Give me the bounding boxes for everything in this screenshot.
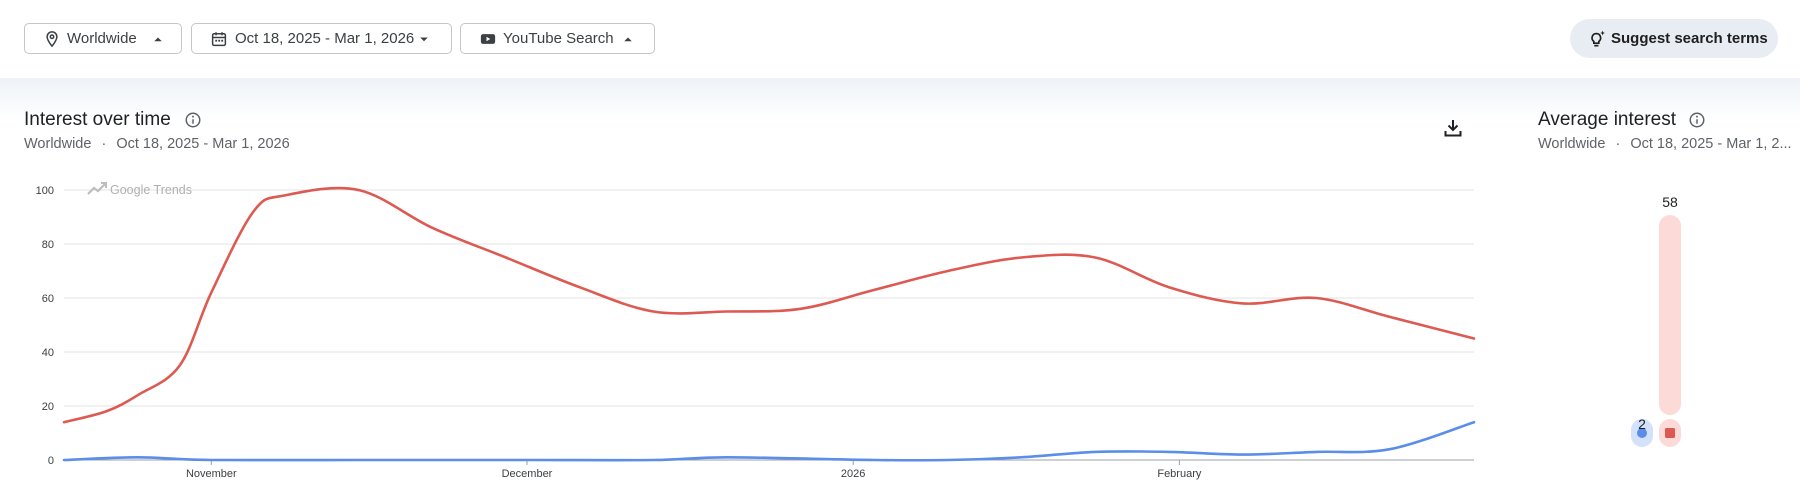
average-interest-title: Average interest: [1538, 109, 1677, 130]
subtitle-dates: Oct 18, 2025 - Mar 1, 2...: [1630, 136, 1792, 152]
info-icon[interactable]: [1688, 111, 1706, 129]
location-pin-icon: [46, 31, 58, 48]
lightbulb-sparkle-icon: [1591, 30, 1605, 47]
interest-subtitle: Worldwide · Oct 18, 2025 - Mar 1, 2026: [24, 136, 290, 152]
caret-up-icon: [154, 37, 162, 42]
section-divider-band: [0, 78, 1800, 120]
bar-red: [1659, 215, 1681, 415]
caret-up-icon: [624, 37, 632, 42]
caret-down-icon: [420, 37, 428, 42]
bar-value-label: 2: [1638, 416, 1646, 432]
youtube-icon: [480, 34, 496, 44]
date-range-filter[interactable]: Oct 18, 2025 - Mar 1, 2026: [191, 23, 452, 54]
trend-arrow-head: [101, 182, 107, 188]
trend-arrow-icon: [87, 183, 106, 195]
average-subtitle: Worldwide · Oct 18, 2025 - Mar 1, 2...: [1538, 136, 1792, 152]
subtitle-region: Worldwide: [24, 136, 92, 152]
date-range-label: Oct 18, 2025 - Mar 1, 2026: [235, 30, 415, 47]
y-tick-label: 0: [48, 455, 54, 467]
info-icon[interactable]: [184, 111, 202, 129]
y-tick-label: 40: [42, 347, 54, 359]
y-tick-label: 100: [36, 185, 54, 197]
region-filter[interactable]: Worldwide: [24, 23, 182, 54]
series-line-red: [62, 186, 1476, 424]
series-marker-circle: [1637, 428, 1647, 438]
subtitle-dates: Oct 18, 2025 - Mar 1, 2026: [116, 136, 290, 152]
x-tick-label: 2026: [841, 468, 865, 480]
y-tick-label: 80: [42, 239, 54, 251]
x-tick-label: February: [1157, 468, 1202, 480]
suggest-search-terms-button[interactable]: Suggest search terms: [1570, 19, 1778, 58]
series-line-blue: [62, 420, 1476, 462]
download-icon[interactable]: [1441, 116, 1465, 140]
filter-bar: Worldwide Oct 18, 2025 - Mar 1, 2026 You…: [0, 0, 1800, 78]
y-tick-label: 20: [42, 401, 54, 413]
x-tick-label: November: [186, 468, 237, 480]
x-tick-label: December: [502, 468, 553, 480]
property-filter[interactable]: YouTube Search: [460, 23, 655, 54]
google-trends-watermark: Google Trends: [87, 182, 192, 197]
suggest-search-terms-label: Suggest search terms: [1611, 30, 1768, 47]
interest-over-time-chart: 0 20 40 60 80 100 November December 2026 February…: [36, 182, 1476, 480]
subtitle-region: Worldwide: [1538, 136, 1606, 152]
subtitle-separator: ·: [1615, 136, 1621, 152]
bar-value-label: 58: [1662, 194, 1678, 210]
interest-over-time-title: Interest over time: [24, 109, 171, 130]
series-marker-square: [1665, 428, 1675, 438]
region-filter-label: Worldwide: [67, 30, 137, 47]
y-tick-label: 60: [42, 293, 54, 305]
property-filter-label: YouTube Search: [503, 30, 614, 47]
subtitle-separator: ·: [101, 136, 107, 152]
watermark-text: Google Trends: [110, 183, 192, 197]
calendar-icon: [211, 32, 227, 47]
average-interest-chart: 2 58: [1631, 194, 1681, 447]
